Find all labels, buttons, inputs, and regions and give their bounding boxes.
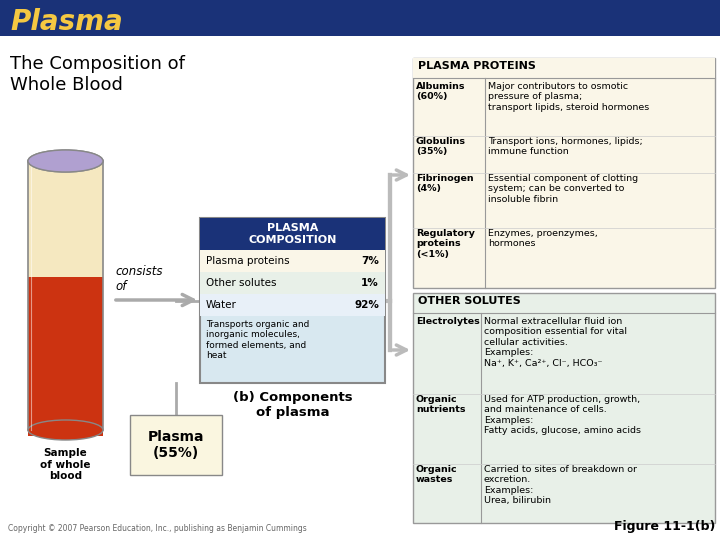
Bar — [28, 161, 103, 276]
Text: Organic
wastes: Organic wastes — [416, 465, 458, 484]
Bar — [200, 218, 385, 383]
Text: Plasma proteins: Plasma proteins — [206, 256, 289, 266]
Text: consists
of: consists of — [115, 265, 163, 293]
Bar — [200, 250, 385, 272]
Text: Enzymes, proenzymes,
hormones: Enzymes, proenzymes, hormones — [488, 229, 598, 248]
Text: Plasma: Plasma — [10, 8, 122, 36]
Text: Essential component of clotting
system; can be converted to
insoluble fibrin: Essential component of clotting system; … — [488, 174, 638, 204]
Text: Fibrinogen
(4%): Fibrinogen (4%) — [416, 174, 474, 193]
Text: 92%: 92% — [354, 300, 379, 310]
Text: 1%: 1% — [361, 278, 379, 288]
Text: The Composition of
Whole Blood: The Composition of Whole Blood — [10, 55, 185, 94]
Bar — [130, 415, 222, 475]
Text: (b) Components
of plasma: (b) Components of plasma — [233, 391, 352, 419]
Ellipse shape — [28, 420, 103, 440]
Text: PLASMA PROTEINS: PLASMA PROTEINS — [418, 61, 536, 71]
Text: Major contributors to osmotic
pressure of plasma;
transport lipids, steroid horm: Major contributors to osmotic pressure o… — [488, 82, 649, 112]
Text: Copyright © 2007 Pearson Education, Inc., publishing as Benjamin Cummings: Copyright © 2007 Pearson Education, Inc.… — [8, 524, 307, 533]
Text: Water: Water — [206, 300, 237, 310]
Bar — [413, 58, 715, 78]
Text: Used for ATP production, growth,
and maintenance of cells.
Examples:
Fatty acids: Used for ATP production, growth, and mai… — [484, 395, 641, 435]
Ellipse shape — [28, 150, 103, 172]
Text: Organic
nutrients: Organic nutrients — [416, 395, 466, 414]
Text: Figure 11-1(b): Figure 11-1(b) — [613, 520, 715, 533]
Bar — [28, 276, 103, 436]
Text: Regulatory
proteins
(<1%): Regulatory proteins (<1%) — [416, 229, 475, 259]
Text: Electrolytes: Electrolytes — [416, 317, 480, 326]
Text: Plasma
(55%): Plasma (55%) — [148, 430, 204, 460]
Ellipse shape — [28, 150, 103, 172]
Text: Transport ions, hormones, lipids;
immune function: Transport ions, hormones, lipids; immune… — [488, 137, 643, 157]
Text: Normal extracellular fluid ion
composition essential for vital
cellular activiti: Normal extracellular fluid ion compositi… — [484, 317, 627, 368]
Bar — [413, 58, 715, 288]
Text: Other solutes: Other solutes — [206, 278, 276, 288]
Bar — [413, 293, 715, 523]
Bar — [200, 294, 385, 316]
Text: Transports organic and
inorganic molecules,
formed elements, and
heat: Transports organic and inorganic molecul… — [206, 320, 310, 360]
Text: OTHER SOLUTES: OTHER SOLUTES — [418, 296, 521, 306]
Text: Sample
of whole
blood: Sample of whole blood — [40, 448, 91, 481]
Text: PLASMA
COMPOSITION: PLASMA COMPOSITION — [248, 223, 337, 245]
Bar — [0, 0, 720, 36]
Text: Albumins
(60%): Albumins (60%) — [416, 82, 466, 102]
Text: Globulins
(35%): Globulins (35%) — [416, 137, 466, 157]
Bar — [200, 218, 385, 250]
Text: Carried to sites of breakdown or
excretion.
Examples:
Urea, bilirubin: Carried to sites of breakdown or excreti… — [484, 465, 637, 505]
Bar — [200, 272, 385, 294]
Text: 7%: 7% — [361, 256, 379, 266]
